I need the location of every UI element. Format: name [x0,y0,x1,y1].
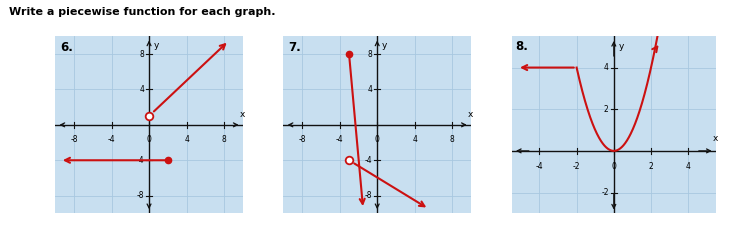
Text: -4: -4 [137,156,144,165]
Text: -4: -4 [536,162,543,170]
Text: 4: 4 [184,136,189,144]
Text: x: x [240,110,245,119]
Text: 8: 8 [222,136,227,144]
Text: 7.: 7. [288,41,301,54]
Text: x: x [713,134,718,143]
Text: 6.: 6. [60,41,73,54]
Text: -2: -2 [601,188,609,197]
Text: 4: 4 [604,63,609,72]
Text: 8: 8 [140,49,144,59]
Text: y: y [382,41,387,50]
Text: -2: -2 [573,162,581,170]
Text: 8.: 8. [515,40,528,54]
Text: -4: -4 [365,156,372,165]
Text: 4: 4 [412,136,417,144]
Text: 0: 0 [146,136,152,144]
Text: 2: 2 [604,105,609,114]
Text: 8: 8 [450,136,455,144]
Text: 4: 4 [140,85,144,94]
Text: -8: -8 [298,136,306,144]
Text: 4: 4 [368,85,372,94]
Text: 0: 0 [612,162,616,170]
Text: -8: -8 [137,191,144,200]
Text: Write a piecewise function for each graph.: Write a piecewise function for each grap… [9,7,275,17]
Text: 2: 2 [648,162,654,170]
Text: -8: -8 [365,191,372,200]
Text: y: y [154,41,159,50]
Text: 0: 0 [375,136,380,144]
Text: x: x [468,110,473,119]
Text: -8: -8 [70,136,78,144]
Text: y: y [619,42,624,51]
Text: 8: 8 [368,49,372,59]
Text: -4: -4 [336,136,344,144]
Text: 4: 4 [686,162,690,170]
Text: -4: -4 [107,136,116,144]
